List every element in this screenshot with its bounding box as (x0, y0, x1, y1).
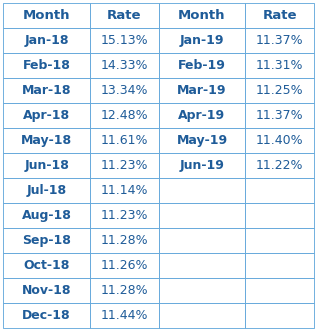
Text: May-19: May-19 (177, 134, 228, 147)
Bar (158, 253, 245, 278)
Bar (245, 28, 314, 53)
Text: 11.40%: 11.40% (256, 134, 303, 147)
Text: Mar-19: Mar-19 (177, 84, 227, 97)
Bar (158, 153, 245, 178)
Bar (158, 78, 245, 103)
Bar (3, 303, 90, 328)
Bar (245, 178, 314, 203)
Text: Dec-18: Dec-18 (23, 309, 71, 322)
Text: Mar-18: Mar-18 (22, 84, 71, 97)
Text: Nov-18: Nov-18 (22, 284, 71, 297)
Text: 11.61%: 11.61% (100, 134, 148, 147)
Bar (90, 303, 158, 328)
Text: Feb-18: Feb-18 (23, 59, 71, 72)
Text: 11.26%: 11.26% (100, 259, 148, 272)
Bar (3, 103, 90, 128)
Text: 13.34%: 13.34% (100, 84, 148, 97)
Text: Jan-19: Jan-19 (180, 34, 224, 47)
Bar (90, 253, 158, 278)
Bar (158, 303, 245, 328)
Bar (3, 178, 90, 203)
Bar (90, 78, 158, 103)
Text: 11.37%: 11.37% (256, 109, 303, 122)
Bar (245, 3, 314, 28)
Text: May-18: May-18 (21, 134, 72, 147)
Text: Month: Month (23, 9, 70, 22)
Text: Jan-18: Jan-18 (24, 34, 69, 47)
Bar (245, 53, 314, 78)
Text: 11.37%: 11.37% (256, 34, 303, 47)
Bar (158, 203, 245, 228)
Text: Aug-18: Aug-18 (22, 209, 72, 222)
Bar (158, 28, 245, 53)
Bar (158, 278, 245, 303)
Bar (245, 278, 314, 303)
Text: 11.23%: 11.23% (100, 159, 148, 172)
Text: 11.23%: 11.23% (100, 209, 148, 222)
Bar (90, 278, 158, 303)
Text: Apr-18: Apr-18 (23, 109, 70, 122)
Text: 11.31%: 11.31% (256, 59, 303, 72)
Bar (3, 53, 90, 78)
Bar (90, 228, 158, 253)
Text: 11.14%: 11.14% (100, 184, 148, 197)
Text: Jun-18: Jun-18 (24, 159, 69, 172)
Text: 14.33%: 14.33% (100, 59, 148, 72)
Bar (90, 103, 158, 128)
Text: Oct-18: Oct-18 (23, 259, 70, 272)
Bar (245, 203, 314, 228)
Bar (158, 128, 245, 153)
Bar (90, 53, 158, 78)
Text: 15.13%: 15.13% (100, 34, 148, 47)
Text: Month: Month (178, 9, 226, 22)
Bar (3, 278, 90, 303)
Bar (90, 203, 158, 228)
Bar (158, 3, 245, 28)
Text: 12.48%: 12.48% (100, 109, 148, 122)
Bar (90, 3, 158, 28)
Bar (3, 128, 90, 153)
Bar (245, 228, 314, 253)
Bar (245, 128, 314, 153)
Text: 11.28%: 11.28% (100, 284, 148, 297)
Bar (245, 153, 314, 178)
Text: Jun-19: Jun-19 (179, 159, 224, 172)
Bar (90, 153, 158, 178)
Bar (158, 178, 245, 203)
Bar (90, 178, 158, 203)
Text: Rate: Rate (262, 9, 297, 22)
Text: 11.25%: 11.25% (256, 84, 303, 97)
Bar (3, 203, 90, 228)
Text: 11.44%: 11.44% (100, 309, 148, 322)
Bar (90, 128, 158, 153)
Text: Jul-18: Jul-18 (27, 184, 67, 197)
Text: Rate: Rate (107, 9, 142, 22)
Text: Feb-19: Feb-19 (178, 59, 226, 72)
Text: Apr-19: Apr-19 (178, 109, 226, 122)
Bar (245, 78, 314, 103)
Bar (3, 253, 90, 278)
Bar (158, 228, 245, 253)
Bar (90, 28, 158, 53)
Bar (245, 303, 314, 328)
Text: 11.22%: 11.22% (256, 159, 303, 172)
Bar (245, 103, 314, 128)
Text: Sep-18: Sep-18 (22, 234, 71, 247)
Bar (3, 28, 90, 53)
Bar (3, 78, 90, 103)
Bar (3, 153, 90, 178)
Bar (245, 253, 314, 278)
Bar (158, 103, 245, 128)
Bar (158, 53, 245, 78)
Text: 11.28%: 11.28% (100, 234, 148, 247)
Bar (3, 228, 90, 253)
Bar (3, 3, 90, 28)
